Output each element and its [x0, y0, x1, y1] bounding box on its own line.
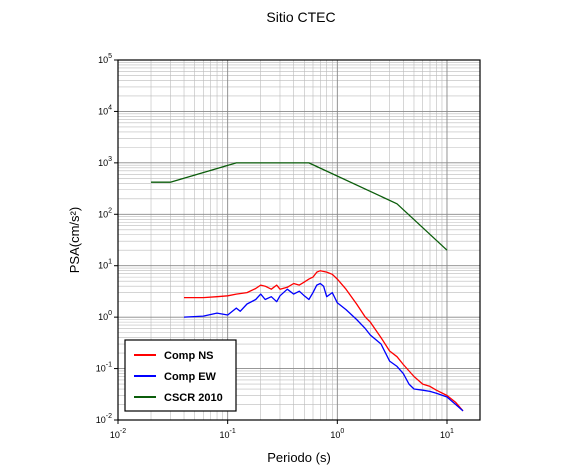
y-tick-label: 105 [98, 53, 112, 65]
x-tick-base: 10 [220, 430, 230, 440]
legend-label-comp-ew: Comp EW [164, 371, 217, 383]
x-tick-exponent: -2 [120, 428, 126, 435]
y-tick-exponent: 3 [108, 156, 112, 163]
y-axis-label: PSA(cm/s²) [67, 207, 82, 273]
legend-label-comp-ns: Comp NS [164, 350, 214, 362]
y-tick-exponent: -2 [106, 413, 112, 420]
series-line-comp-ns [184, 270, 464, 412]
series-line-cscr-2010 [151, 162, 448, 251]
x-tick-label: 10-1 [220, 428, 236, 440]
series-layer [151, 162, 464, 412]
x-tick-base: 10 [330, 430, 340, 440]
x-axis-ticks: 10-2 10-1 100 101 [110, 420, 454, 440]
y-tick-label: 10-1 [96, 362, 112, 374]
y-tick-label: 102 [98, 207, 112, 219]
plot-frame [117, 59, 481, 421]
x-tick-exponent: -1 [230, 428, 236, 435]
legend: Comp NS Comp EW CSCR 2010 [124, 339, 237, 412]
grid-minor [118, 60, 481, 420]
y-tick-base: 10 [98, 55, 108, 65]
y-tick-exponent: 5 [108, 53, 112, 60]
x-axis-label: Periodo (s) [267, 450, 331, 465]
y-tick-label: 10-2 [96, 413, 112, 425]
series-line-comp-ew [183, 282, 464, 412]
y-tick-base: 10 [98, 106, 108, 116]
y-tick-exponent: 1 [108, 259, 112, 266]
y-tick-base: 10 [96, 415, 106, 425]
legend-label-cscr-2010: CSCR 2010 [164, 392, 223, 404]
y-tick-exponent: 0 [108, 310, 112, 317]
x-tick-base: 10 [110, 430, 120, 440]
y-tick-base: 10 [98, 158, 108, 168]
y-tick-base: 10 [96, 364, 106, 374]
y-tick-label: 100 [98, 310, 112, 322]
x-tick-base: 10 [440, 430, 450, 440]
y-tick-exponent: 4 [108, 104, 112, 111]
chart-title: Sitio CTEC [266, 9, 335, 25]
y-tick-exponent: 2 [108, 207, 112, 214]
y-tick-base: 10 [98, 261, 108, 271]
y-tick-exponent: -1 [106, 362, 112, 369]
y-tick-label: 101 [98, 259, 112, 271]
y-tick-label: 103 [98, 156, 112, 168]
y-tick-base: 10 [98, 312, 108, 322]
x-tick-label: 101 [440, 428, 454, 440]
x-tick-exponent: 0 [340, 428, 344, 435]
x-tick-label: 10-2 [110, 428, 126, 440]
x-tick-exponent: 1 [450, 428, 454, 435]
y-tick-label: 104 [98, 104, 112, 116]
y-tick-base: 10 [98, 209, 108, 219]
x-tick-label: 100 [330, 428, 344, 440]
